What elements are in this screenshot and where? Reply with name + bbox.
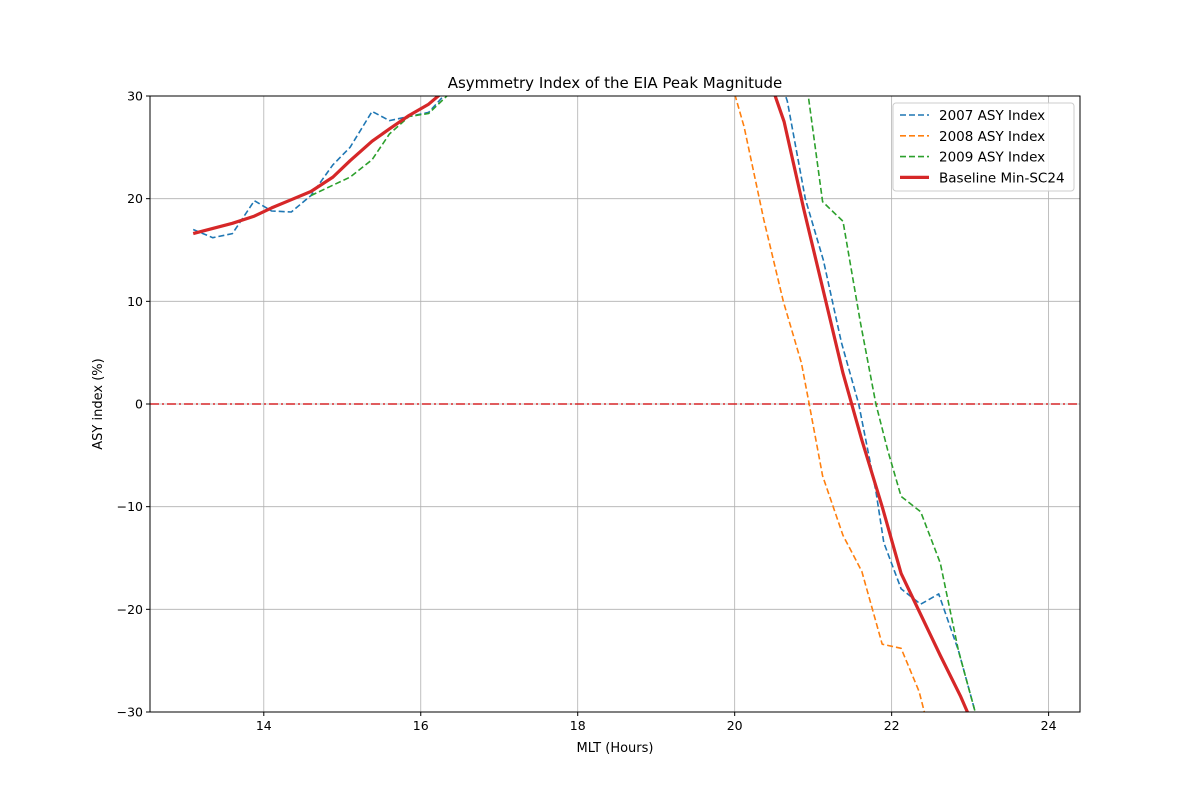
x-tick-label: 16 [413,718,429,733]
series-line-2 [734,96,926,712]
x-tick-label: 22 [884,718,900,733]
x-tick-label: 24 [1041,718,1057,733]
x-tick-label: 14 [256,718,272,733]
series-line-3 [310,96,977,712]
legend-label-4: Baseline Min-SC24 [939,170,1065,186]
y-tick-label: 10 [127,294,143,309]
ticks: 14 16 18 20 22 24 −30 −20 −10 0 10 20 30 [117,89,1057,734]
chart-title: Asymmetry Index of the EIA Peak Magnitud… [448,74,783,92]
y-tick-label: −20 [117,602,143,617]
y-tick-label: −10 [117,499,143,514]
legend-label-2: 2008 ASY Index [939,129,1045,145]
y-tick-label: 30 [127,89,143,104]
legend: 2007 ASY Index 2008 ASY Index 2009 ASY Ind… [892,102,1075,192]
y-tick-label: −30 [117,705,143,720]
y-axis-label: ASY index (%) [91,358,106,449]
series-line-4 [192,96,970,712]
x-tick-label: 20 [727,718,743,733]
legend-label-3: 2009 ASY Index [939,150,1045,166]
legend-box [892,102,1075,192]
y-tick-label: 0 [135,397,143,412]
legend-label-1: 2007 ASY Index [939,108,1045,124]
x-tick-label: 18 [570,718,586,733]
x-axis-label: MLT (Hours) [577,741,654,756]
series-group [192,96,977,712]
series-line-1 [192,96,977,712]
y-tick-label: 20 [127,191,143,206]
